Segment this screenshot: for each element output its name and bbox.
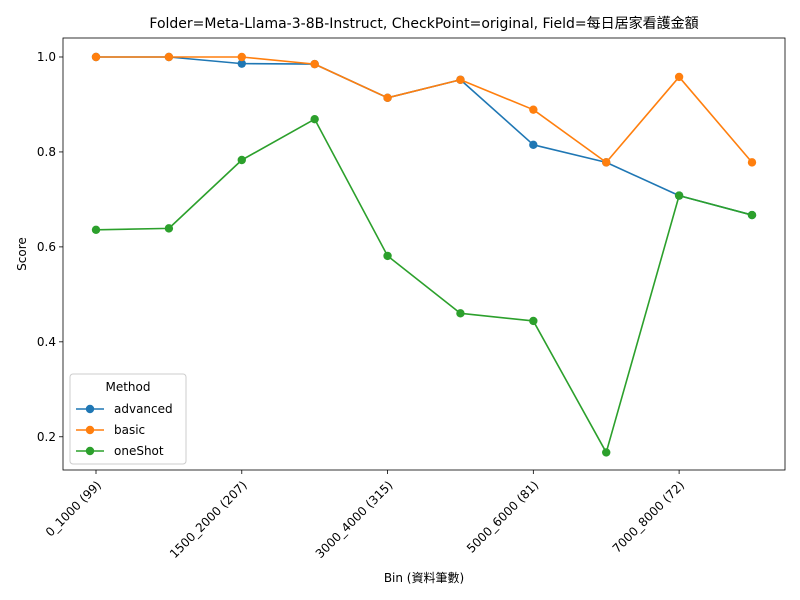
- y-tick-label: 0.4: [37, 335, 56, 349]
- plot-frame: [62, 37, 786, 471]
- series-line-basic: [96, 56, 753, 164]
- data-point-basic: [237, 52, 246, 62]
- data-point-basic: [310, 59, 319, 69]
- data-point-oneShot: [456, 309, 465, 318]
- legend-marker-basic: [85, 425, 95, 435]
- x-tick-label: 7000_8000 (72): [610, 478, 687, 555]
- x-axis-title: Bin (資料筆數): [384, 571, 464, 585]
- data-point-basic: [456, 75, 465, 84]
- x-tick-label: 0_1000 (99): [43, 478, 104, 539]
- legend-title: Method: [105, 380, 150, 394]
- legend-marker-advanced: [85, 404, 95, 414]
- data-point-basic: [602, 158, 611, 167]
- series-line-oneShot: [95, 118, 753, 454]
- data-point-oneShot: [91, 225, 101, 234]
- data-point-advanced: [237, 59, 246, 68]
- x-tick-label: 1500_2000 (207): [167, 478, 250, 561]
- x-tick-label: 3000_4000 (315): [313, 478, 396, 561]
- data-point-oneShot: [164, 224, 174, 233]
- x-tick-label: 5000_6000 (81): [464, 478, 541, 555]
- data-point-basic: [674, 72, 684, 82]
- y-tick-label: 1.0: [37, 50, 56, 64]
- y-tick-label: 0.6: [37, 240, 56, 254]
- data-point-advanced: [529, 140, 538, 150]
- legend-box: [69, 373, 187, 465]
- y-axis-title: Score: [15, 237, 29, 271]
- data-point-basic: [91, 52, 101, 62]
- data-point-oneShot: [310, 114, 319, 124]
- data-point-oneShot: [529, 316, 538, 326]
- legend-marker-oneShot: [85, 446, 95, 456]
- data-point-oneShot: [237, 155, 246, 165]
- y-tick-label: 0.2: [37, 430, 56, 444]
- data-point-oneShot: [674, 191, 684, 200]
- legend: Method advanced basic oneShot: [69, 373, 187, 465]
- data-point-basic: [747, 158, 757, 167]
- legend-label-advanced: advanced: [114, 402, 173, 416]
- data-point-oneShot: [747, 210, 757, 220]
- data-point-basic: [164, 52, 174, 62]
- chart-title: Folder=Meta-Llama-3-8B-Instruct, CheckPo…: [149, 15, 698, 32]
- data-point-oneShot: [602, 448, 611, 457]
- data-point-basic: [383, 93, 392, 103]
- legend-label-oneShot: oneShot: [114, 444, 164, 458]
- legend-label-basic: basic: [114, 423, 145, 437]
- data-point-basic: [529, 105, 538, 114]
- data-point-oneShot: [383, 251, 392, 261]
- y-tick-label: 0.8: [37, 145, 56, 159]
